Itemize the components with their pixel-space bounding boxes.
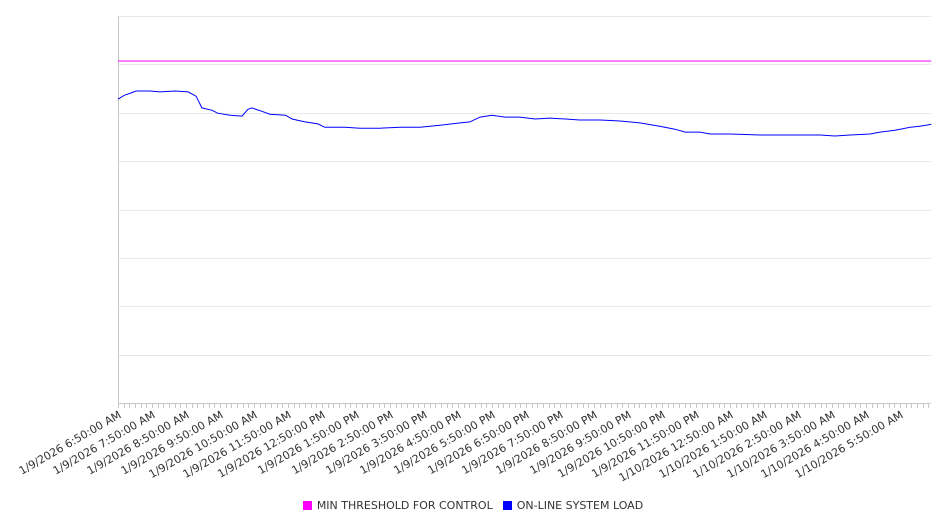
legend-label-threshold: MIN THRESHOLD FOR CONTROL	[316, 499, 493, 512]
legend-item-system-load[interactable]: ON-LINE SYSTEM LOAD	[502, 499, 644, 512]
legend-label-system-load: ON-LINE SYSTEM LOAD	[516, 499, 644, 512]
series-line-system-load	[117, 90, 932, 137]
chart-legend: MIN THRESHOLD FOR CONTROL ON-LINE SYSTEM…	[0, 499, 946, 512]
legend-swatch-threshold	[302, 501, 312, 510]
legend-item-threshold[interactable]: MIN THRESHOLD FOR CONTROL	[302, 499, 493, 512]
legend-swatch-system-load	[502, 501, 512, 510]
